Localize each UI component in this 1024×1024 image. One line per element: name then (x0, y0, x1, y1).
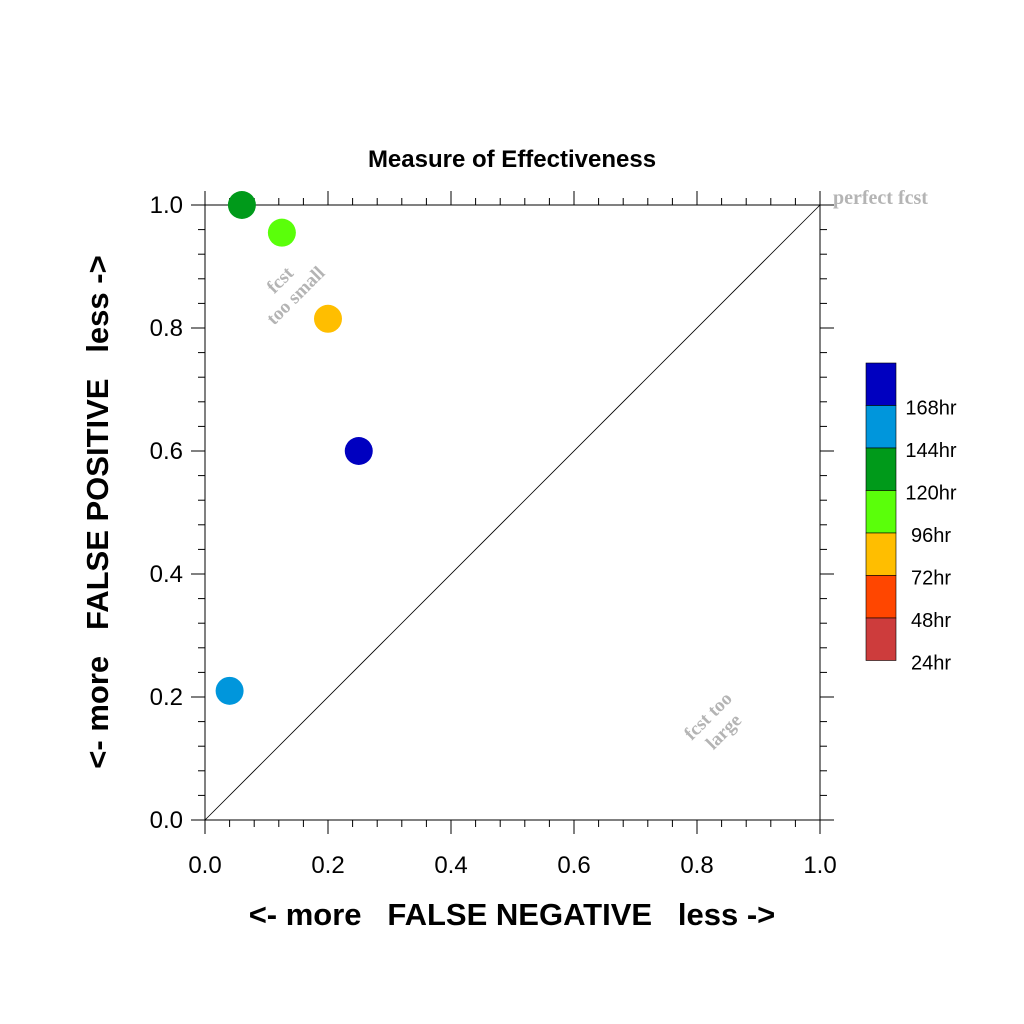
plot-area: 0.0 0.2 0.4 0.6 0.8 1.0 0.0 0.2 0.4 0.6 0.8 1.0 (150, 191, 837, 879)
y-tick-labels: 0.0 0.2 0.4 0.6 0.8 1.0 (150, 192, 183, 834)
legend-label-48hr: 48hr (911, 610, 951, 632)
legend-swatch-120hr (865, 447, 897, 491)
legend-swatch-168hr (865, 362, 897, 406)
y-tick-label: 0.8 (150, 315, 183, 342)
legend-swatch-72hr (865, 532, 897, 576)
annotation-fcst-too-large: fcst too large (680, 688, 746, 754)
legend-label-120hr: 120hr (905, 482, 956, 504)
legend-label-96hr: 96hr (911, 525, 951, 547)
plot-frame (204, 204, 821, 821)
x-tick-label: 1.0 (803, 852, 836, 879)
legend-label-168hr: 168hr (905, 397, 956, 419)
legend: 168hr 144hr 120hr 96hr 72hr 48hr 24hr (865, 362, 957, 674)
point-144hr (215, 676, 244, 705)
chart-title: Measure of Effectiveness (368, 146, 656, 173)
legend-label-72hr: 72hr (911, 567, 951, 589)
legend-swatch-48hr (865, 575, 897, 619)
x-axis-label: <- more FALSE NEGATIVE less -> (249, 897, 776, 932)
x-tick-label: 0.2 (311, 852, 344, 879)
y-tick-label: 0.4 (150, 561, 183, 588)
y-tick-label: 1.0 (150, 192, 183, 219)
annotation-perfect-fcst: perfect fcst (833, 187, 928, 209)
data-points (215, 191, 373, 705)
y-tick-label: 0.2 (150, 684, 183, 711)
legend-swatch-96hr (865, 490, 897, 534)
y-tick-label: 0.6 (150, 438, 183, 465)
x-tick-label: 0.8 (680, 852, 713, 879)
point-120hr (227, 191, 256, 219)
point-72hr (314, 304, 342, 333)
x-tick-labels: 0.0 0.2 0.4 0.6 0.8 1.0 (188, 852, 836, 879)
x-tick-label: 0.6 (557, 852, 590, 879)
point-96hr (267, 218, 296, 247)
diagonal-line (204, 204, 821, 821)
legend-label-144hr: 144hr (905, 440, 956, 462)
y-tick-label: 0.0 (150, 807, 183, 834)
axis-ticks (191, 191, 834, 834)
legend-swatch-144hr (865, 405, 897, 449)
y-axis-label: <- more FALSE POSITIVE less -> (80, 255, 115, 768)
x-tick-label: 0.0 (188, 852, 221, 879)
x-tick-label: 0.4 (434, 852, 467, 879)
legend-label-24hr: 24hr (911, 652, 951, 674)
point-168hr (344, 437, 373, 465)
legend-swatch-24hr (865, 617, 897, 661)
